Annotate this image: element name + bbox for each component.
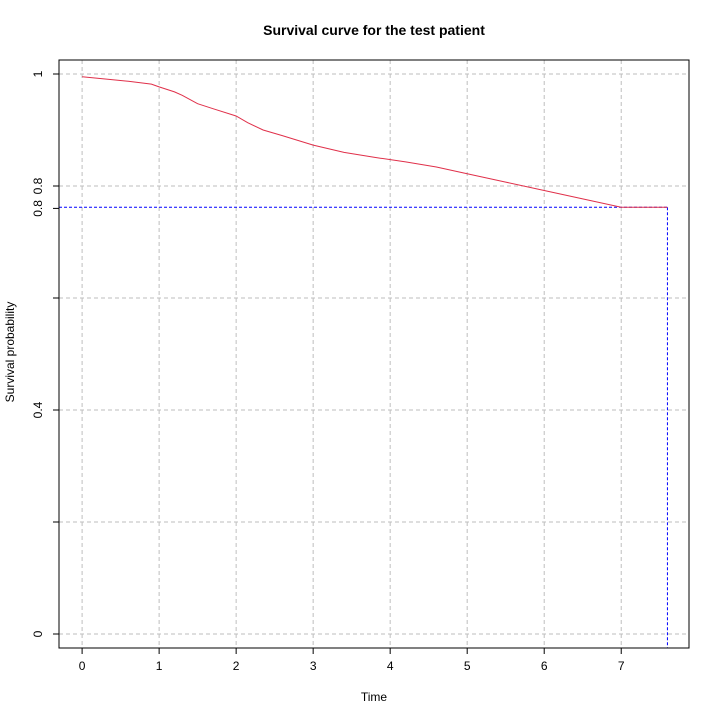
survival-curve-line <box>82 76 668 208</box>
x-tick-label-6: 6 <box>541 659 548 673</box>
y-tick-label-0: 0 <box>31 630 45 637</box>
x-tick-label-1: 1 <box>156 659 163 673</box>
x-tick-label-2: 2 <box>233 659 240 673</box>
y-tick-label-6: 1 <box>31 70 45 77</box>
y-tick-label-2: 0.4 <box>31 401 45 418</box>
plot-frame <box>58 59 690 649</box>
x-tick-label-4: 4 <box>387 659 394 673</box>
series <box>82 76 668 208</box>
y-axis: 0 0.4 0.8 0.8 1 <box>31 70 59 637</box>
y-tick-label-5: 0.8 <box>31 200 45 217</box>
x-tick-label-5: 5 <box>464 659 471 673</box>
x-tick-label-3: 3 <box>310 659 317 673</box>
grid <box>59 60 689 648</box>
x-tick-label-0: 0 <box>79 659 86 673</box>
chart-title: Survival curve for the test patient <box>263 22 485 38</box>
y-axis-label: Survival probability <box>3 302 17 403</box>
x-tick-label-7: 7 <box>618 659 625 673</box>
reference-lines <box>59 206 668 648</box>
x-axis: 0 1 2 3 4 5 6 7 <box>79 648 625 673</box>
y-tick-label-4: 0.8 <box>31 177 45 194</box>
x-axis-label: Time <box>361 690 388 704</box>
